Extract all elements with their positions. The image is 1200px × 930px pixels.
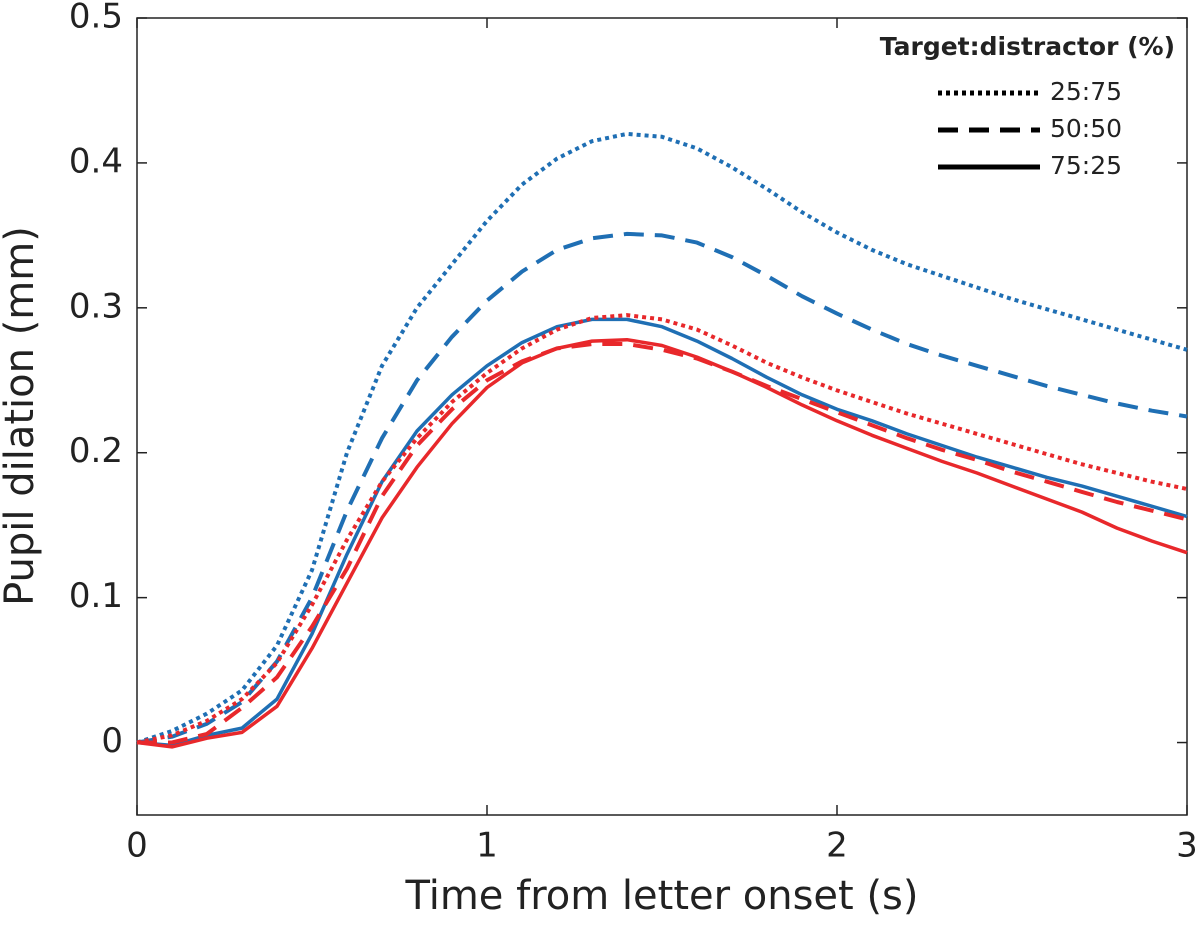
x-tick-label: 2 <box>826 826 848 866</box>
y-axis-label: Pupil dilation (mm) <box>0 226 43 606</box>
data-line <box>136 131 1188 745</box>
y-tick-label: 0 <box>101 721 123 761</box>
x-tick-label: 1 <box>476 826 498 866</box>
y-tick-label: 0.1 <box>69 576 123 616</box>
legend-label: 75:25 <box>1050 151 1122 180</box>
x-tick-label: 3 <box>1176 826 1198 866</box>
legend-label: 25:75 <box>1050 77 1122 106</box>
data-line <box>136 317 1188 748</box>
y-tick-label: 0.5 <box>69 0 123 37</box>
data-line <box>136 231 1188 745</box>
y-tick-label: 0.2 <box>69 431 123 471</box>
legend-label: 50:50 <box>1050 114 1122 143</box>
y-tick-label: 0.4 <box>69 141 123 181</box>
data-line <box>136 337 1188 749</box>
data-line <box>137 342 1188 745</box>
x-axis-label: Time from letter onset (s) <box>405 873 919 919</box>
x-tick-label: 0 <box>126 826 148 866</box>
legend-title: Target:distractor (%) <box>880 32 1175 61</box>
y-tick-label: 0.3 <box>69 286 123 326</box>
data-line <box>136 313 1188 745</box>
